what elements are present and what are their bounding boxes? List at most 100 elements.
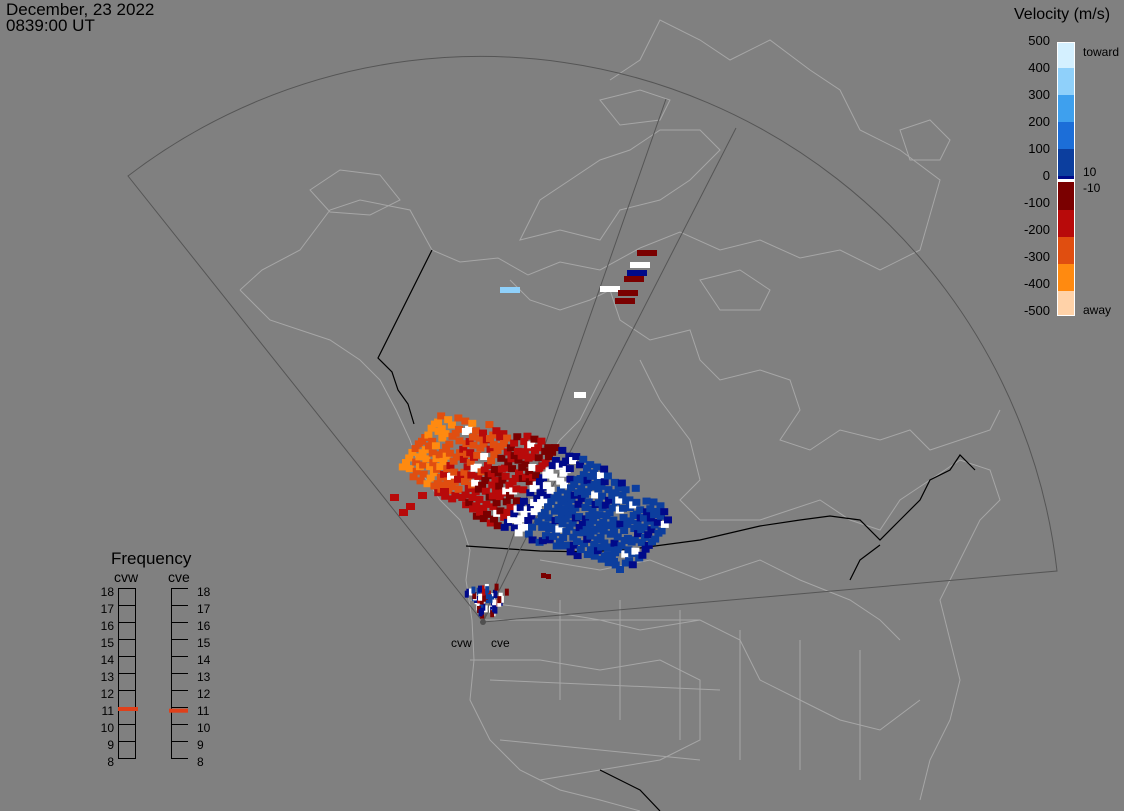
velocity-cell bbox=[489, 431, 498, 439]
freq-scale-left: 17 bbox=[100, 602, 114, 616]
velocity-cell bbox=[524, 516, 533, 524]
velocity-cell bbox=[596, 533, 605, 541]
velocity-cell bbox=[479, 515, 488, 523]
freq-scale-left: 11 bbox=[101, 704, 114, 718]
velocity-cell bbox=[651, 535, 660, 543]
velocity-cell bbox=[606, 521, 615, 529]
velocity-cell bbox=[553, 491, 562, 499]
velocity-cell bbox=[434, 418, 442, 426]
velocity-cell bbox=[534, 454, 543, 462]
velocity-cell bbox=[621, 550, 630, 558]
velocity-cell bbox=[569, 541, 578, 549]
velocity-cell bbox=[476, 444, 485, 452]
velocity-cell bbox=[510, 452, 519, 460]
velocity-cell bbox=[479, 504, 488, 512]
velocity-cell bbox=[600, 539, 609, 547]
velocity-cell bbox=[502, 498, 511, 506]
velocity-cell bbox=[548, 448, 557, 456]
freq-scale-right: 10 bbox=[197, 721, 211, 735]
velocity-cell bbox=[573, 552, 582, 560]
velocity-cell bbox=[563, 490, 572, 498]
velocity-cell bbox=[604, 552, 612, 559]
velocity-cell bbox=[576, 546, 585, 554]
velocity-cell bbox=[450, 468, 459, 476]
velocity-cell bbox=[616, 520, 625, 528]
velocity-cell bbox=[632, 510, 641, 518]
velocity-cell bbox=[452, 453, 461, 461]
velocity-cell bbox=[526, 489, 535, 497]
colorbar-tick: -200 bbox=[1023, 222, 1050, 237]
velocity-cell bbox=[521, 523, 530, 531]
velocity-colorbar bbox=[1057, 42, 1075, 316]
velocity-cell bbox=[429, 459, 438, 467]
velocity-cell bbox=[490, 451, 499, 459]
velocity-cell bbox=[590, 480, 599, 488]
colorbar-tick: 300 bbox=[1028, 87, 1050, 102]
velocity-cell bbox=[557, 510, 566, 518]
velocity-cell bbox=[600, 286, 620, 292]
velocity-cell bbox=[581, 503, 590, 511]
velocity-cell bbox=[571, 504, 580, 512]
velocity-cell bbox=[436, 463, 445, 471]
frequency-title: Frequency bbox=[111, 549, 192, 568]
velocity-cell bbox=[653, 507, 662, 515]
velocity-cell bbox=[520, 438, 529, 446]
velocity-cell bbox=[611, 489, 620, 497]
velocity-cell bbox=[440, 481, 449, 489]
velocity-cell bbox=[499, 430, 508, 438]
velocity-cell bbox=[521, 460, 530, 468]
velocity-cell bbox=[505, 481, 514, 489]
velocity-cell bbox=[608, 504, 617, 512]
velocity-cell bbox=[490, 466, 499, 474]
velocity-cell bbox=[526, 503, 535, 511]
velocity-cell bbox=[627, 270, 647, 276]
velocity-cell bbox=[481, 477, 490, 485]
velocity-cell bbox=[630, 536, 639, 544]
velocity-cell bbox=[546, 574, 551, 579]
velocity-cell bbox=[398, 463, 407, 471]
velocity-cell bbox=[561, 515, 570, 523]
velocity-cell bbox=[583, 551, 592, 559]
velocity-cell bbox=[594, 499, 603, 507]
velocity-cell bbox=[613, 533, 622, 541]
velocity-cell bbox=[555, 525, 564, 533]
velocity-cell bbox=[485, 435, 494, 443]
velocity-cell bbox=[614, 484, 623, 492]
velocity-cell bbox=[592, 525, 601, 533]
velocity-cell bbox=[551, 456, 560, 464]
velocity-cell bbox=[487, 457, 496, 465]
velocity-cell bbox=[454, 485, 463, 493]
velocity-cell bbox=[640, 523, 649, 531]
velocity-cell bbox=[466, 449, 475, 457]
toward-label: toward bbox=[1083, 45, 1120, 59]
velocity-cell bbox=[500, 523, 509, 531]
velocity-cell bbox=[428, 449, 437, 457]
velocity-cell bbox=[454, 414, 463, 422]
velocity-cell bbox=[520, 510, 529, 518]
velocity-cell bbox=[402, 459, 410, 467]
velocity-cell bbox=[495, 482, 504, 490]
velocity-cell bbox=[597, 543, 606, 551]
velocity-cell bbox=[474, 472, 483, 480]
velocity-cell bbox=[504, 588, 509, 596]
velocity-cell bbox=[646, 505, 655, 513]
velocity-cell bbox=[501, 472, 510, 480]
colorbar-tick: 400 bbox=[1028, 60, 1050, 75]
velocity-cell bbox=[471, 586, 476, 594]
velocity-cell bbox=[479, 440, 488, 448]
velocity-cell bbox=[656, 502, 665, 510]
freq-scale-right: 13 bbox=[197, 670, 211, 684]
velocity-cell bbox=[565, 452, 574, 460]
velocity-cell bbox=[589, 469, 598, 477]
velocity-cell bbox=[566, 548, 575, 556]
velocity-cell bbox=[548, 522, 557, 530]
velocity-cell bbox=[533, 494, 542, 502]
velocity-cell bbox=[600, 465, 609, 473]
coastlines bbox=[239, 19, 1001, 811]
velocity-cell bbox=[415, 453, 424, 461]
velocity-cell bbox=[525, 468, 534, 476]
velocity-cell bbox=[473, 463, 482, 471]
velocity-cell bbox=[641, 545, 650, 553]
freq-scale-right: 14 bbox=[197, 653, 211, 667]
